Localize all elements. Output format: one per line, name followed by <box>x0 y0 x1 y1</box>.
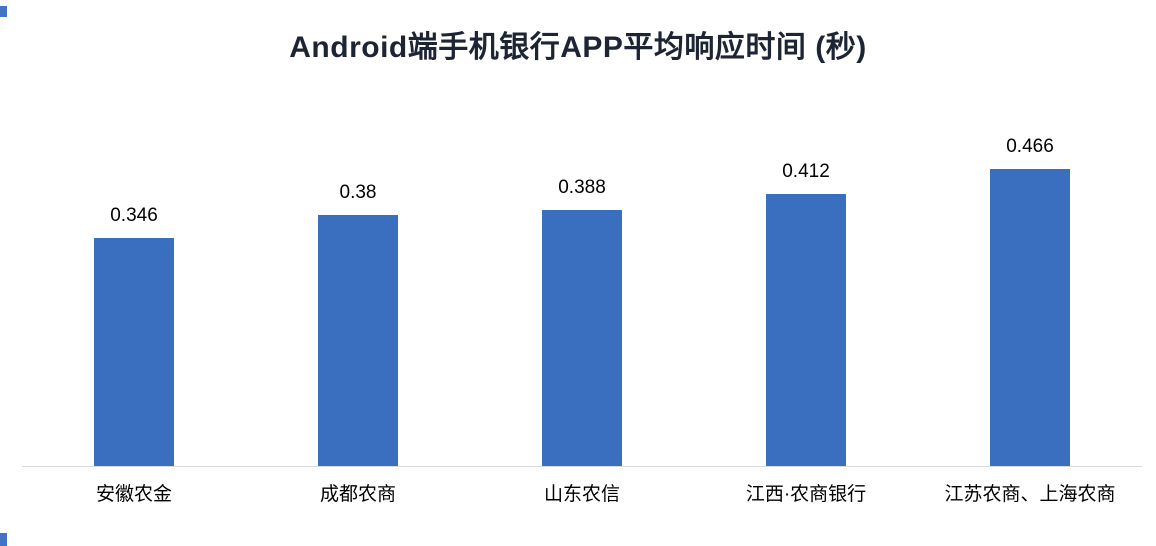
bar-value-label: 0.346 <box>110 204 158 226</box>
bar-group: 0.38 <box>246 136 470 466</box>
left-edge-artifact-top <box>0 6 7 17</box>
bar <box>318 215 398 466</box>
bar-value-label: 0.38 <box>339 182 377 204</box>
bar-value-label: 0.388 <box>558 176 606 198</box>
bar-group: 0.466 <box>918 136 1142 466</box>
x-axis-category-labels: 安徽农金 成都农商 山东农信 江西·农商银行 江苏农商、上海农商 <box>22 479 1142 506</box>
category-label: 江西·农商银行 <box>745 484 867 505</box>
bar <box>990 169 1070 466</box>
bar-value-label: 0.412 <box>782 161 830 183</box>
left-edge-artifact-bottom <box>0 533 7 546</box>
bar-group: 0.412 <box>694 136 918 466</box>
bar <box>542 209 622 466</box>
category-label: 江苏农商、上海农商 <box>944 484 1116 505</box>
plot-area: 0.346 0.38 0.388 0.412 0.466 <box>22 136 1142 467</box>
bar-group: 0.346 <box>22 136 246 466</box>
category-label: 安徽农金 <box>95 484 172 505</box>
bar-group: 0.388 <box>470 136 694 466</box>
category-label: 山东农信 <box>543 484 620 505</box>
bar <box>766 194 846 466</box>
bar <box>94 237 174 466</box>
chart-title: Android端手机银行APP平均响应时间 (秒) <box>289 31 867 64</box>
bar-value-label: 0.466 <box>1006 136 1054 157</box>
category-label: 成都农商 <box>319 484 396 505</box>
